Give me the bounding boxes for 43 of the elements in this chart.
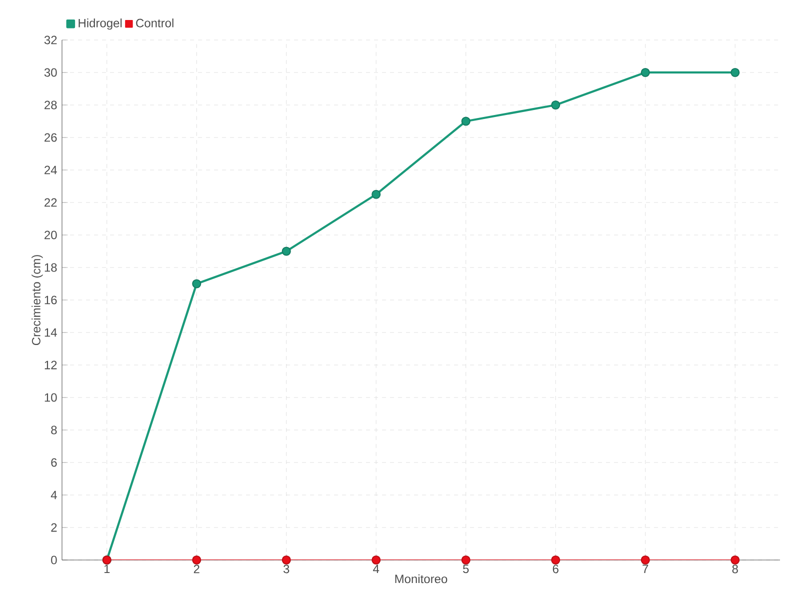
- y-tick-label: 32: [44, 36, 57, 44]
- point: [461, 116, 470, 126]
- y-tick-label: 26: [44, 133, 57, 142]
- point: [551, 100, 560, 110]
- point: [730, 68, 740, 78]
- x-axis-title: Monitoreo: [395, 574, 448, 584]
- y-axis-title: Crecimiento (cm): [32, 255, 43, 346]
- x-tick-label: 7: [642, 564, 648, 573]
- y-tick-label: 4: [50, 490, 57, 500]
- y-tick-label: 18: [44, 263, 57, 272]
- point: [282, 246, 291, 256]
- point: [372, 190, 381, 199]
- y-tick-label: 2: [51, 523, 57, 532]
- legend-label: Hidrogel: [78, 18, 122, 30]
- y-tick-label: 10: [44, 393, 57, 402]
- x-tick-label: 5: [463, 564, 469, 574]
- y-tick-label: 20: [44, 230, 57, 240]
- x-tick-label: 2: [194, 564, 200, 574]
- point: [730, 555, 740, 565]
- x-tick-label: 8: [732, 564, 738, 574]
- y-tick-label: 14: [44, 328, 57, 337]
- point: [640, 555, 650, 565]
- y-tick-label: 30: [44, 68, 57, 77]
- x-tick-label: 6: [552, 564, 558, 574]
- legend-label: Control: [136, 18, 174, 28]
- point: [461, 555, 470, 565]
- y-tick-label: 12: [44, 360, 57, 370]
- y-tick-label: 22: [44, 198, 57, 207]
- point: [192, 555, 202, 565]
- point: [640, 68, 650, 78]
- point: [551, 555, 560, 565]
- x-tick-label: 3: [283, 564, 290, 574]
- x-tick-label: 1: [104, 564, 110, 573]
- y-tick-label: 8: [51, 426, 57, 434]
- y-tick-label: 6: [51, 458, 57, 467]
- point: [372, 555, 381, 565]
- y-tick-label: 24: [44, 166, 57, 174]
- y-tick-label: 0: [51, 556, 57, 564]
- y-tick-label: 28: [44, 100, 57, 110]
- point: [192, 279, 202, 288]
- x-tick-label: 4: [373, 564, 380, 573]
- point: [282, 555, 291, 565]
- y-tick-label: 16: [44, 296, 57, 304]
